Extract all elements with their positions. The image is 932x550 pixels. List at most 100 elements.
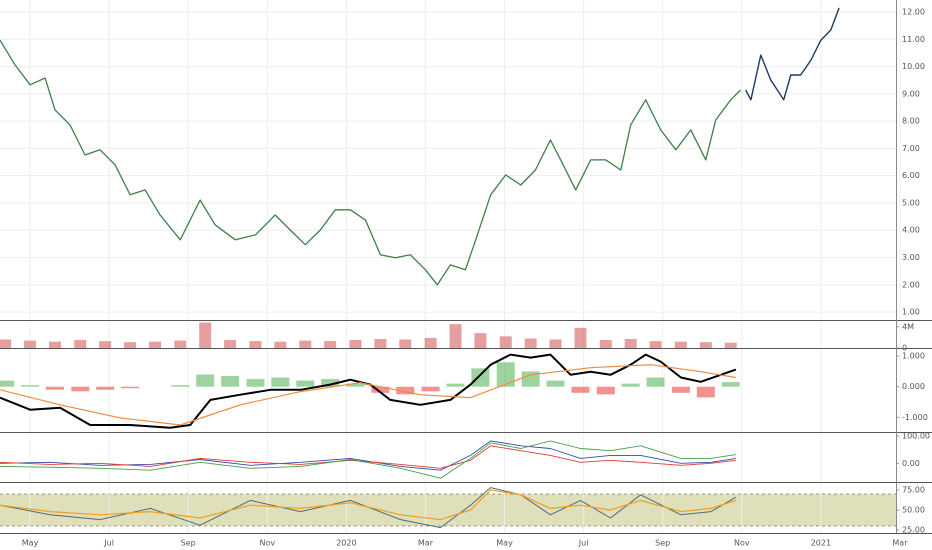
x-tick-label: Nov <box>259 539 275 548</box>
bar <box>649 341 662 348</box>
x-tick-label: May <box>22 539 39 548</box>
bar <box>449 324 462 348</box>
y-tick-label: 75.00 <box>902 486 925 495</box>
bar <box>324 341 337 348</box>
band <box>0 494 896 526</box>
bar <box>149 341 162 348</box>
bar <box>249 341 262 348</box>
bar <box>0 380 15 387</box>
y-tick-label: -1.000 <box>902 413 928 422</box>
bar <box>399 339 412 348</box>
y-tick-label: 0.00 <box>902 459 920 468</box>
bar <box>246 379 265 387</box>
y-tick-label: 1.00 <box>902 308 920 317</box>
y-tick-label: 9.00 <box>902 89 920 98</box>
line <box>0 440 736 471</box>
bar <box>196 374 215 387</box>
bar <box>296 380 315 387</box>
bar <box>674 341 687 348</box>
line <box>0 445 736 469</box>
bar <box>596 386 615 395</box>
bar <box>224 340 237 348</box>
bar <box>299 340 312 348</box>
bar <box>374 338 387 348</box>
bar <box>0 339 12 348</box>
x-tick-label: May <box>496 539 513 548</box>
y-tick-label: 12.00 <box>902 8 925 17</box>
line <box>0 364 736 426</box>
y-tick-label: 1.000 <box>902 352 925 361</box>
bar <box>349 340 362 348</box>
bar <box>696 386 715 398</box>
bar <box>321 379 340 387</box>
line <box>0 487 737 529</box>
bar <box>474 333 487 348</box>
bar <box>396 386 415 395</box>
bar <box>699 342 712 348</box>
y-tick-label: 0.000 <box>902 382 925 391</box>
bar <box>446 383 465 387</box>
bar <box>99 341 112 348</box>
x-tick-label: 2021 <box>811 539 831 548</box>
bar <box>646 377 665 387</box>
y-tick-label: 5.00 <box>902 198 920 207</box>
bar <box>424 337 437 348</box>
line <box>0 440 736 479</box>
bar <box>71 386 90 392</box>
bar <box>346 383 365 387</box>
y-tick-label: 11.00 <box>902 35 925 44</box>
bar <box>546 380 565 387</box>
y-tick-label: 100.00 <box>902 431 930 440</box>
bar <box>621 383 640 387</box>
y-tick-label: 3.00 <box>902 253 920 262</box>
bar <box>671 386 690 393</box>
line <box>0 353 737 429</box>
y-tick-label: 50.00 <box>902 506 925 515</box>
bar <box>171 385 190 387</box>
bar <box>574 327 587 348</box>
bar <box>48 341 61 348</box>
x-tick-label: Nov <box>734 539 750 548</box>
y-tick-label: 8.00 <box>902 117 920 126</box>
bar <box>571 386 590 393</box>
bar <box>121 386 140 389</box>
bar <box>521 371 540 387</box>
bar <box>599 340 612 348</box>
x-tick-label: Sep <box>181 539 196 548</box>
x-tick-label: Mar <box>418 539 434 548</box>
bar <box>496 362 515 387</box>
bar <box>24 340 37 348</box>
y-tick-label: 4.00 <box>902 226 920 235</box>
bar <box>221 376 240 387</box>
bar <box>96 386 115 390</box>
bar <box>421 386 440 392</box>
bar <box>624 338 637 348</box>
bar <box>724 342 737 348</box>
line <box>745 7 840 101</box>
bar <box>199 322 212 348</box>
x-tick-label: 2020 <box>336 539 356 548</box>
bar <box>721 382 740 387</box>
y-tick-label: 6.00 <box>902 171 920 180</box>
bar <box>471 368 490 387</box>
x-tick-label: Sep <box>655 539 670 548</box>
bar <box>124 342 137 348</box>
bar <box>499 336 512 348</box>
line <box>0 489 737 521</box>
y-tick-label: 10.00 <box>902 62 925 71</box>
x-tick-label: Mar <box>892 539 908 548</box>
y-tick-label: 2.00 <box>902 280 920 289</box>
bar <box>45 386 64 390</box>
y-tick-label: 25.00 <box>902 526 925 535</box>
bar <box>271 377 290 387</box>
bar <box>549 339 562 348</box>
y-tick-label: 4M <box>902 322 914 331</box>
y-tick-label: 7.00 <box>902 144 920 153</box>
x-tick-label: Jul <box>103 539 114 548</box>
bar <box>371 386 390 393</box>
x-tick-label: Jul <box>578 539 589 548</box>
line <box>0 39 742 286</box>
bar <box>524 338 537 348</box>
bar <box>74 340 87 348</box>
